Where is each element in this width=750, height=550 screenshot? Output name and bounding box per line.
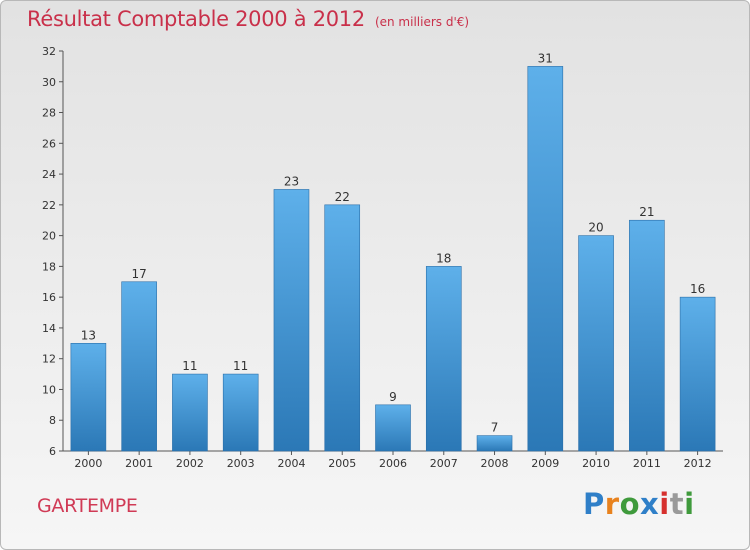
bar-value-label: 22 xyxy=(335,190,350,204)
y-tick-label: 10 xyxy=(42,383,56,396)
bar-value-label: 9 xyxy=(389,390,397,404)
axes: 6 8 10 12 14 16 18 20 22 24 26 28 30 32 2000 2001 2002 20… xyxy=(42,45,723,470)
chart-unit: (en milliers d'€) xyxy=(374,15,470,29)
x-tick-label: 2007 xyxy=(430,457,458,470)
y-tick-label: 14 xyxy=(42,322,56,335)
x-tick-label: 2009 xyxy=(531,457,559,470)
y-tick-label: 20 xyxy=(42,230,56,243)
x-tick-label: 2006 xyxy=(379,457,407,470)
bar-value-label: 20 xyxy=(588,221,603,235)
chart-title: Résultat Comptable 2000 à 2012 (en millie… xyxy=(27,7,469,31)
bar xyxy=(273,189,310,452)
y-tick-label: 22 xyxy=(42,199,56,212)
bar xyxy=(578,235,614,452)
bar xyxy=(222,373,259,452)
logo-letter: i xyxy=(659,487,670,521)
logo-letter: x xyxy=(640,487,660,521)
y-tick-label: 8 xyxy=(49,414,56,427)
logo-letter: P xyxy=(583,487,605,521)
x-tick-label: 2008 xyxy=(481,457,509,470)
bar xyxy=(172,373,208,452)
x-tick-label: 2012 xyxy=(684,457,712,470)
x-tick-label: 2005 xyxy=(328,457,356,470)
bar-value-label: 13 xyxy=(81,328,96,342)
y-tick-label: 12 xyxy=(42,353,56,366)
chart-title-text: Résultat Comptable 2000 à 2012 xyxy=(27,7,365,31)
y-tick-label: 16 xyxy=(42,291,56,304)
bar xyxy=(527,66,564,452)
x-tick-label: 2010 xyxy=(582,457,610,470)
bar xyxy=(679,296,716,452)
x-tick-label: 2002 xyxy=(176,457,204,470)
y-tick-label: 26 xyxy=(42,137,56,150)
bar-value-label: 11 xyxy=(233,359,248,373)
bar-value-label: 16 xyxy=(690,282,705,296)
logo-letter: t xyxy=(669,487,685,521)
bar-value-label: 17 xyxy=(132,267,147,281)
y-tick-label: 24 xyxy=(42,168,56,181)
x-tick-label: 2004 xyxy=(277,457,305,470)
bars: 13 17 11 11 23 22 9 18 7 31 20 21 16 xyxy=(70,51,716,452)
x-tick-label: 2003 xyxy=(227,457,255,470)
bar xyxy=(629,219,665,452)
bar xyxy=(425,266,462,452)
bar-value-label: 23 xyxy=(284,174,299,188)
proxiti-logo[interactable]: Proxiti xyxy=(583,487,695,521)
bar xyxy=(121,281,157,452)
logo-letter: o xyxy=(619,487,641,521)
bar xyxy=(476,435,513,452)
logo-letter: r xyxy=(604,487,620,521)
y-tick-label: 18 xyxy=(42,260,56,273)
bar xyxy=(375,404,411,452)
y-tick-label: 32 xyxy=(42,45,56,58)
bar xyxy=(324,204,361,452)
bar-value-label: 31 xyxy=(538,51,553,65)
x-tick-label: 2011 xyxy=(633,457,661,470)
y-tick-label: 28 xyxy=(42,107,56,120)
logo-letter: i xyxy=(684,487,695,521)
commune-name: GARTEMPE xyxy=(37,495,138,517)
bar-value-label: 18 xyxy=(436,251,451,265)
bar-value-label: 7 xyxy=(491,421,499,435)
x-tick-label: 2001 xyxy=(125,457,153,470)
x-tick-label: 2000 xyxy=(74,457,102,470)
y-tick-label: 30 xyxy=(42,76,56,89)
bar-value-label: 11 xyxy=(182,359,197,373)
bar-value-label: 21 xyxy=(639,205,654,219)
bar xyxy=(70,343,107,452)
y-tick-label: 6 xyxy=(49,445,56,458)
